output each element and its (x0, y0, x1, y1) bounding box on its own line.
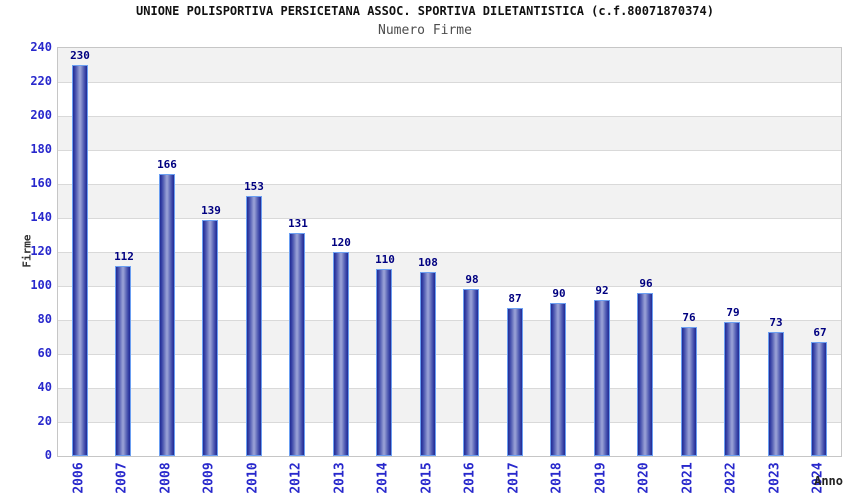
bar-2020 (637, 293, 653, 456)
bar-2017 (507, 308, 523, 456)
bar-2023 (768, 332, 784, 456)
chart-title: UNIONE POLISPORTIVA PERSICETANA ASSOC. S… (136, 4, 714, 18)
x-tick-label-2010: 2010 (245, 462, 261, 494)
y-tick-label: 20 (37, 414, 52, 428)
y-tick-label: 200 (30, 108, 52, 122)
y-tick-label: 220 (30, 74, 52, 88)
bar-2018 (550, 303, 566, 456)
y-tick-label: 80 (37, 312, 52, 326)
bar-value-label: 92 (595, 284, 609, 297)
bar-value-label: 120 (331, 236, 351, 249)
bar-value-label: 230 (70, 49, 90, 62)
bar-value-label: 98 (465, 273, 479, 286)
bar-value-label: 87 (508, 292, 522, 305)
y-tick-label: 120 (30, 244, 52, 258)
x-tick-label-2016: 2016 (462, 462, 478, 494)
bar-value-label: 139 (201, 204, 221, 217)
bar-value-label: 131 (288, 217, 308, 230)
bar-value-label: 67 (813, 326, 827, 339)
x-tick-label-2017: 2017 (506, 462, 522, 494)
x-tick-label-2023: 2023 (767, 462, 783, 494)
x-tick-label-2013: 2013 (332, 462, 348, 494)
plot-band (58, 218, 841, 252)
plot-band (58, 286, 841, 320)
bar-2021 (681, 327, 697, 456)
bar-2019 (594, 300, 610, 456)
x-tick-label-2020: 2020 (636, 462, 652, 494)
bar-value-label: 153 (244, 180, 264, 193)
bar-2022 (724, 322, 740, 456)
x-tick-label-2021: 2021 (680, 462, 696, 494)
bar-2010 (246, 196, 262, 456)
plot-area: 230 112 166 139 153 131 120 110 108 98 87 90 92 96 76 7… (57, 47, 842, 457)
x-tick-label-2014: 2014 (375, 462, 391, 494)
plot-band (58, 48, 841, 82)
x-tick-label-2009: 2009 (201, 462, 217, 494)
y-axis-title: Firme (20, 234, 34, 268)
plot-band (58, 150, 841, 184)
bar-2007 (115, 266, 131, 456)
bar-2008 (159, 174, 175, 456)
plot-band (58, 116, 841, 150)
bar-value-label: 79 (726, 306, 740, 319)
bar-value-label: 73 (769, 316, 783, 329)
x-tick-label-2015: 2015 (419, 462, 435, 494)
x-tick-label-2007: 2007 (114, 462, 130, 494)
x-tick-label-2019: 2019 (593, 462, 609, 494)
y-tick-label: 160 (30, 176, 52, 190)
bar-2013 (333, 252, 349, 456)
plot-band (58, 184, 841, 218)
x-tick-label-2006: 2006 (71, 462, 87, 494)
y-tick-label: 180 (30, 142, 52, 156)
x-tick-label-2012: 2012 (288, 462, 304, 494)
bar-value-label: 166 (157, 158, 177, 171)
bar-2024 (811, 342, 827, 456)
plot-band (58, 320, 841, 354)
bar-2014 (376, 269, 392, 456)
bar-2015 (420, 272, 436, 456)
bar-value-label: 96 (639, 277, 653, 290)
y-tick-label: 240 (30, 40, 52, 54)
bar-value-label: 112 (114, 250, 134, 263)
x-axis-title: Anno (814, 474, 843, 488)
y-tick-label: 40 (37, 380, 52, 394)
y-tick-label: 60 (37, 346, 52, 360)
y-tick-label: 140 (30, 210, 52, 224)
bar-value-label: 76 (682, 311, 696, 324)
bar-2006 (72, 65, 88, 456)
bar-2009 (202, 220, 218, 456)
bar-value-label: 108 (418, 256, 438, 269)
x-tick-label-2008: 2008 (158, 462, 174, 494)
plot-band (58, 422, 841, 456)
plot-band (58, 354, 841, 388)
y-tick-label: 100 (30, 278, 52, 292)
plot-band (58, 82, 841, 116)
bar-value-label: 110 (375, 253, 395, 266)
y-tick-label: 0 (44, 448, 52, 462)
plot-band (58, 388, 841, 422)
plot-band (58, 252, 841, 286)
chart-subtitle: Numero Firme (378, 23, 472, 38)
bar-2016 (463, 289, 479, 456)
x-tick-label-2018: 2018 (549, 462, 565, 494)
bar-value-label: 90 (552, 287, 566, 300)
x-tick-label-2022: 2022 (723, 462, 739, 494)
bar-2012 (289, 233, 305, 456)
